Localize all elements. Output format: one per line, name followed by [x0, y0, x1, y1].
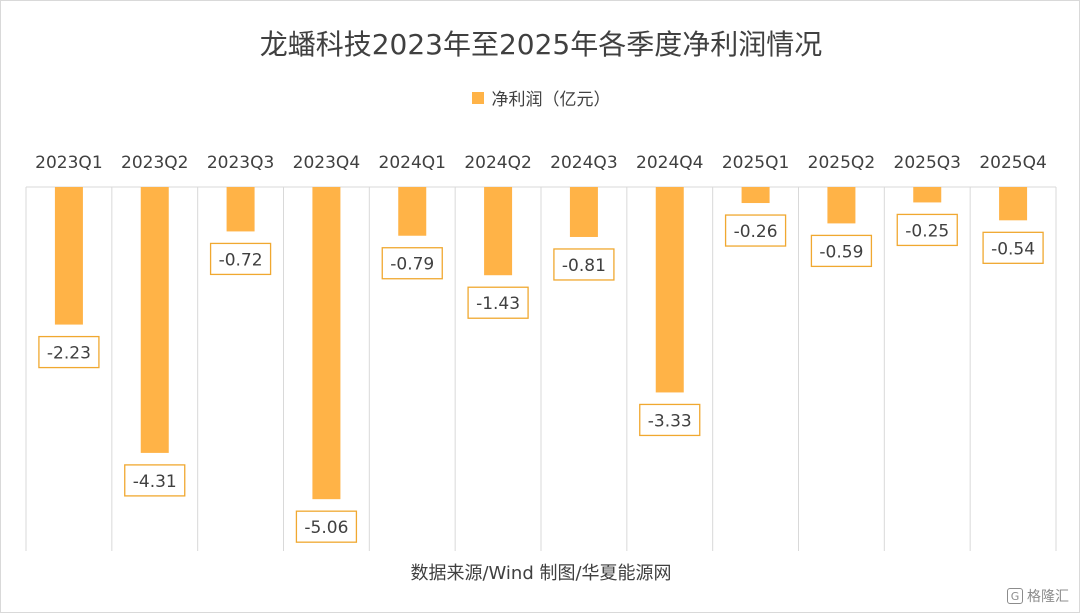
data-label: -0.54	[991, 239, 1035, 259]
legend-swatch	[471, 91, 484, 104]
data-label: -0.81	[562, 256, 606, 276]
x-tick-label: 2025Q2	[808, 153, 875, 173]
data-label: -2.23	[47, 344, 91, 364]
x-tick-label: 2023Q4	[293, 153, 360, 173]
bar	[999, 187, 1028, 221]
data-label: -3.33	[648, 411, 692, 431]
data-label-box	[810, 234, 873, 268]
watermark-text: 格隆汇	[1027, 589, 1069, 605]
x-tick-label: 2023Q1	[35, 153, 102, 173]
bar	[484, 187, 513, 276]
data-label-box	[467, 286, 529, 319]
x-tick-label: 2024Q1	[379, 153, 446, 173]
data-label-box	[381, 247, 443, 280]
bar	[655, 187, 684, 393]
data-label: -0.59	[819, 242, 863, 262]
bar	[827, 187, 856, 224]
data-label: -1.43	[476, 294, 520, 314]
x-tick-label: 2024Q4	[636, 153, 703, 173]
data-label-box	[295, 510, 358, 543]
data-label: -5.06	[304, 518, 348, 538]
data-label-box	[724, 214, 787, 247]
data-label-box	[982, 231, 1044, 264]
source-note: 数据来源/Wind 制图/华夏能源网	[410, 563, 672, 584]
legend-label: 净利润（亿元）	[491, 90, 611, 110]
x-tick-label: 2025Q4	[979, 153, 1046, 173]
bar	[741, 187, 770, 204]
data-label: -0.26	[734, 222, 778, 242]
data-label-box	[124, 464, 186, 497]
data-label: -4.31	[133, 472, 177, 492]
x-tick-label: 2024Q2	[464, 153, 531, 173]
data-label: -0.72	[219, 250, 263, 270]
x-tick-label: 2023Q3	[207, 153, 274, 173]
bar	[54, 187, 83, 325]
data-label-box	[639, 403, 701, 437]
x-tick-label: 2025Q1	[722, 153, 789, 173]
chart-title: 龙蟠科技2023年至2025年各季度净利润情况	[259, 28, 823, 61]
bar	[569, 187, 598, 237]
x-tick-label: 2024Q3	[550, 153, 617, 173]
data-label: -0.79	[390, 255, 434, 275]
watermark-logo-icon: G	[1007, 588, 1023, 604]
x-tick-label: 2023Q2	[121, 153, 188, 173]
data-label-box	[553, 248, 615, 281]
data-label-box	[896, 213, 958, 247]
bar	[312, 187, 341, 500]
watermark: G 格隆汇	[1007, 586, 1069, 606]
bar	[140, 187, 169, 453]
bar	[913, 187, 942, 203]
x-tick-label: 2025Q3	[894, 153, 961, 173]
data-label-box	[38, 335, 100, 369]
data-label: -0.25	[905, 221, 949, 241]
bar	[226, 187, 255, 232]
bar	[398, 187, 427, 236]
data-label-box	[209, 242, 272, 276]
legend: 净利润（亿元）	[1, 85, 1080, 110]
